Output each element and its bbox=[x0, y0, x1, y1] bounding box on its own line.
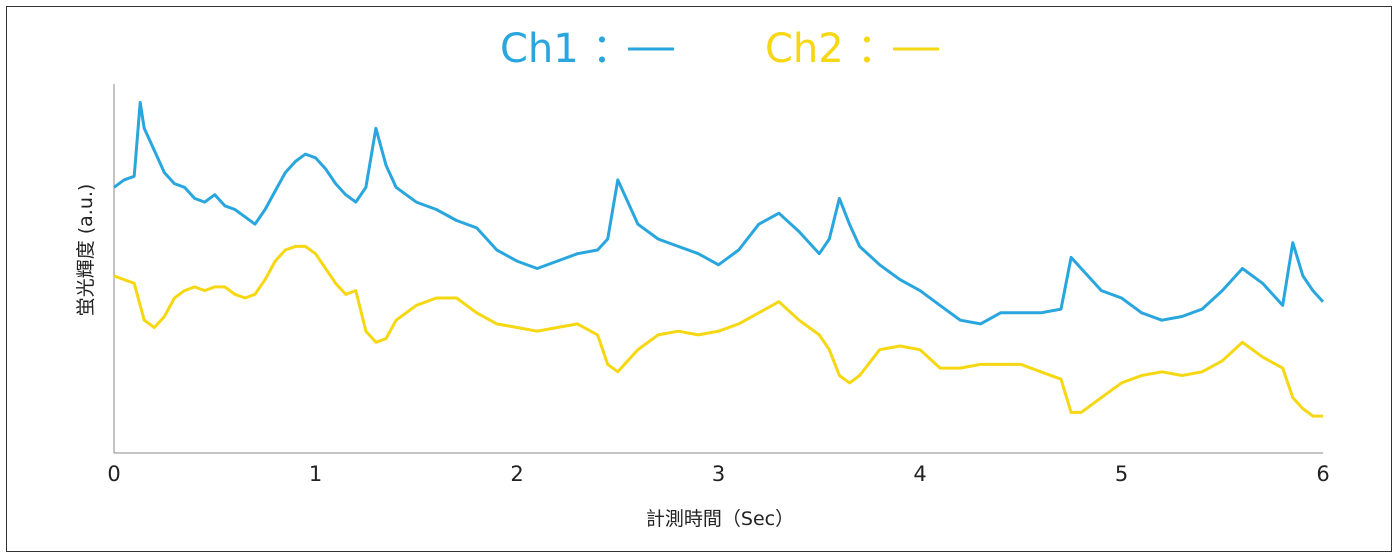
x-axis-title: 計測時間（Sec） bbox=[646, 508, 794, 530]
x-tick-label: 6 bbox=[1316, 462, 1329, 486]
x-tick-label: 5 bbox=[1115, 462, 1128, 486]
series-line-ch1 bbox=[113, 100, 1325, 326]
series-line-ch2 bbox=[113, 244, 1323, 418]
legend-label-ch1: Ch1 bbox=[500, 26, 579, 72]
chart-frame bbox=[6, 6, 1392, 552]
x-tick-label: 4 bbox=[913, 462, 926, 486]
legend-separator-ch1: ： bbox=[592, 26, 632, 72]
legend-separator-ch2: ： bbox=[857, 26, 897, 72]
x-tick-label: 1 bbox=[309, 462, 322, 486]
y-axis-title: 蛍光輝度 (a.u.) bbox=[75, 184, 97, 317]
x-tick-labels: 0 1 2 3 4 5 6 bbox=[107, 462, 1329, 486]
legend: Ch1 ： Ch2 ： bbox=[500, 26, 939, 72]
x-tick-label: 2 bbox=[510, 462, 523, 486]
x-tick-label: 3 bbox=[712, 462, 725, 486]
series-lines bbox=[113, 100, 1325, 418]
x-tick-label: 0 bbox=[107, 462, 120, 486]
legend-label-ch2: Ch2 bbox=[765, 26, 844, 72]
